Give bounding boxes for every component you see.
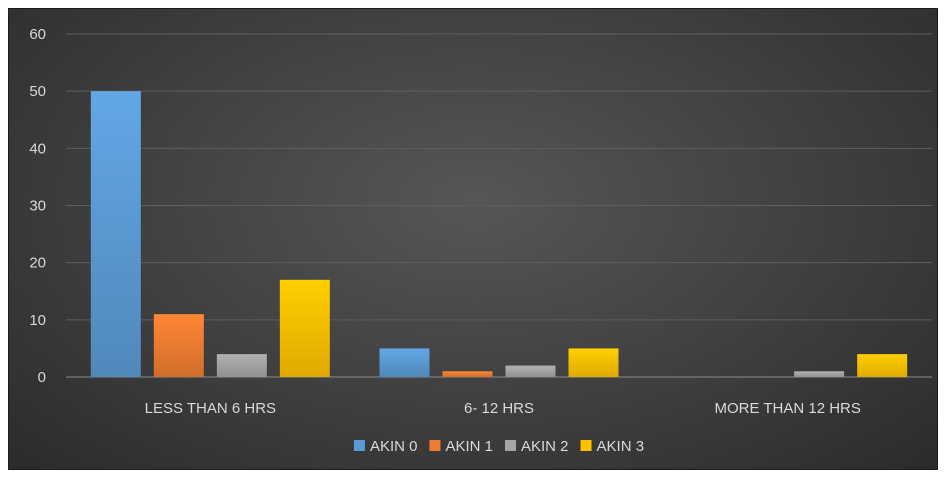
y-tick-label: 40	[29, 140, 46, 157]
y-tick-label: 20	[29, 255, 46, 272]
x-category-label: MORE THAN 12 HRS	[714, 400, 860, 417]
y-tick-label: 10	[29, 312, 46, 329]
y-tick-label: 0	[38, 369, 46, 386]
bar-akin-1-0	[153, 314, 204, 377]
legend-swatch	[429, 440, 441, 451]
bar-akin-3-2	[857, 354, 908, 377]
bar-akin-3-1	[568, 348, 619, 377]
bar-akin-3-0	[279, 279, 330, 377]
grid-layer	[66, 33, 932, 378]
bar-akin-2-1	[505, 365, 556, 377]
legend-label: AKIN 0	[370, 438, 418, 455]
legend-label: AKIN 3	[597, 438, 645, 455]
legend-swatch	[353, 440, 365, 451]
bar-akin-0-1	[379, 348, 430, 377]
bar-akin-1-1	[442, 371, 493, 377]
legend-swatch	[505, 440, 516, 451]
bar-akin-2-2	[794, 371, 845, 377]
y-tick-label: 60	[29, 26, 46, 43]
y-tick-label: 30	[29, 198, 46, 215]
y-tick-label: 50	[29, 83, 46, 100]
x-category-label: 6- 12 HRS	[464, 400, 534, 417]
x-category-label: LESS THAN 6 HRS	[145, 400, 276, 417]
legend: AKIN 0 AKIN 1 AKIN 2 AKIN 3	[353, 438, 645, 455]
chart-area	[8, 8, 938, 470]
legend-label: AKIN 2	[521, 438, 569, 455]
bar-layer	[90, 91, 908, 378]
label-layer: 0 10 20 30 40 50 60 LESS THAN 6 HRS 6- 12 HRS MOR…	[29, 26, 861, 417]
legend-swatch	[580, 440, 592, 451]
bar-akin-2-0	[216, 354, 267, 377]
legend-label: AKIN 1	[445, 438, 493, 455]
bar-akin-0-0	[90, 91, 141, 378]
